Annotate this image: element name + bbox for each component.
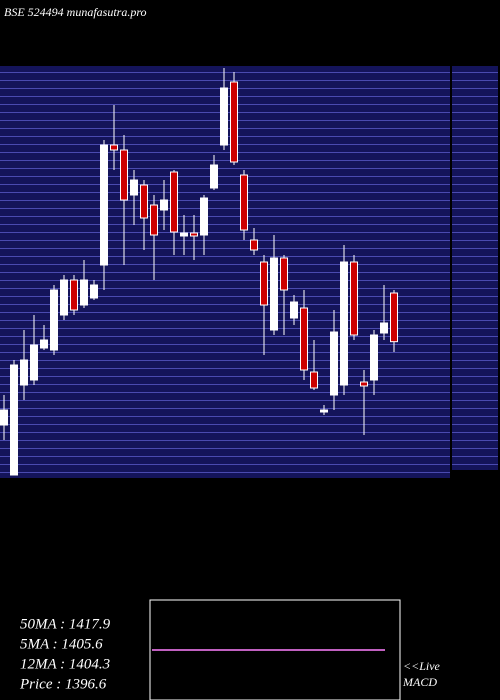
- candle-body: [330, 331, 338, 396]
- candle-body: [300, 307, 308, 371]
- candle-body: [40, 339, 48, 349]
- candle-body: [180, 232, 188, 237]
- candle-body: [170, 171, 178, 233]
- candle-body: [150, 204, 158, 236]
- candle-body: [140, 184, 148, 219]
- candle-body: [240, 174, 248, 231]
- candle-body: [190, 232, 198, 237]
- candle-body: [250, 239, 258, 251]
- candle-body: [280, 257, 288, 291]
- candle-body: [360, 381, 368, 387]
- candle-body: [320, 409, 328, 413]
- candle-body: [10, 364, 18, 476]
- candle-body: [160, 199, 168, 211]
- candle-body: [110, 144, 118, 151]
- candle-body: [80, 279, 88, 306]
- legend-entry: 50MA : 1417.9: [20, 616, 111, 632]
- candle-body: [60, 279, 68, 316]
- legend-entry: Price : 1396.6: [19, 676, 107, 692]
- candle-body: [210, 164, 218, 189]
- candle-body: [30, 344, 38, 381]
- chart-title: BSE 524494 munafasutra.pro: [4, 5, 147, 19]
- candle-body: [20, 359, 28, 386]
- note: <<Live: [403, 659, 441, 673]
- candle-body: [340, 261, 348, 386]
- candle-body: [370, 334, 378, 381]
- note: MACD: [402, 675, 437, 689]
- candle-body: [130, 179, 138, 196]
- candle-body: [70, 279, 78, 311]
- legend-entry: 12MA : 1404.3: [20, 656, 110, 672]
- candle-body: [120, 149, 128, 201]
- candle-body: [0, 409, 8, 426]
- candle-body: [200, 197, 208, 236]
- candle-body: [50, 289, 58, 351]
- candle-body: [310, 371, 318, 389]
- candle-body: [220, 87, 228, 146]
- candle-body: [230, 81, 238, 163]
- candle-body: [380, 322, 388, 334]
- candle-body: [390, 292, 398, 343]
- candle-body: [260, 261, 268, 306]
- legend: 50MA : 1417.9 5MA : 1405.6 12MA : 1404.3 Pr…: [19, 616, 111, 692]
- candle-body: [350, 261, 358, 336]
- candle-body: [90, 284, 98, 299]
- candle-body: [270, 257, 278, 331]
- candle-body: [290, 301, 298, 319]
- legend-entry: 5MA : 1405.6: [20, 636, 103, 652]
- candle-body: [100, 144, 108, 266]
- axis-area: [452, 66, 498, 470]
